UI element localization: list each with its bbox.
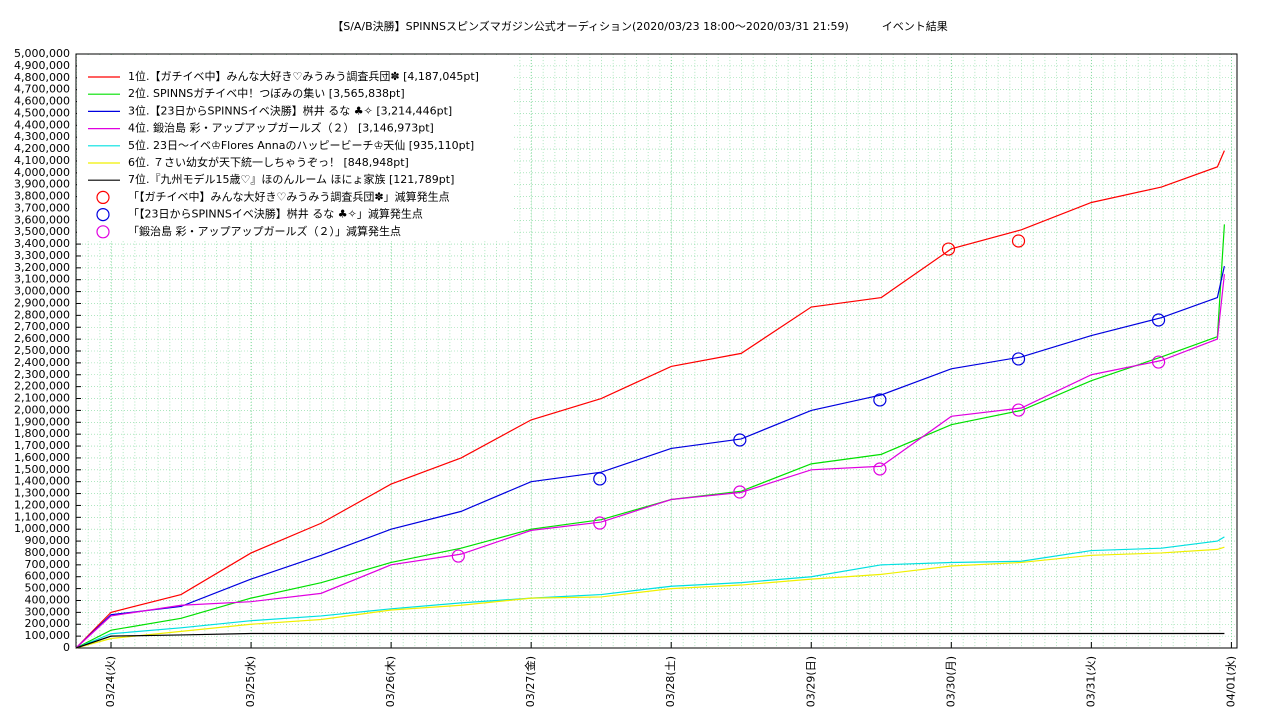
y-tick-label: 5,000,000 [14, 47, 70, 60]
x-tick-label: 03/27(金) [523, 656, 537, 707]
y-tick-label: 2,400,000 [14, 356, 70, 369]
y-tick-label: 2,500,000 [14, 344, 70, 357]
y-tick-label: 100,000 [25, 629, 71, 642]
y-tick-label: 2,800,000 [14, 308, 70, 321]
x-tick-label: 03/28(土) [664, 656, 677, 707]
y-tick-label: 4,300,000 [14, 130, 70, 143]
y-tick-label: 3,700,000 [14, 201, 70, 214]
legend-label: 3位.【23日からSPINNSイベ決勝】桝井 るな ♣✧ [3,214,446p… [128, 103, 452, 117]
y-tick-label: 200,000 [25, 617, 71, 630]
y-tick-label: 1,700,000 [14, 439, 70, 452]
y-tick-label: 3,000,000 [14, 285, 70, 298]
legend-label: 「【ガチイベ中】みんな大好き♡みうみう調査兵団✽」減算発生点 [128, 189, 450, 203]
series-line [75, 536, 1225, 649]
y-tick-label: 2,100,000 [14, 392, 70, 405]
y-tick-label: 1,900,000 [14, 415, 70, 428]
x-tick-label: 04/01(水) [1224, 656, 1237, 707]
drop-point [1011, 403, 1026, 417]
plot-frame [75, 53, 1238, 649]
y-tick-label: 4,900,000 [14, 59, 70, 72]
legend-box [77, 57, 514, 241]
y-tick-label: 3,100,000 [14, 273, 70, 286]
y-tick-label: 900,000 [25, 534, 71, 547]
legend-label: 「鍛治島 彩・アップアップガールズ（２）」減算発生点 [128, 224, 401, 238]
y-tick-label: 2,000,000 [14, 403, 70, 416]
y-tick-label: 1,800,000 [14, 427, 70, 440]
y-tick-label: 1,100,000 [14, 510, 70, 523]
y-tick-label: 4,600,000 [14, 95, 70, 108]
drop-point [1011, 234, 1026, 248]
y-tick-label: 4,100,000 [14, 154, 70, 167]
legend-label: 1位.【ガチイベ中】みんな大好き♡みうみう調査兵団✽ [4,187,045pt] [128, 69, 479, 83]
y-tick-label: 1,000,000 [14, 522, 70, 535]
y-tick-label: 4,500,000 [14, 106, 70, 119]
y-tick-label: 3,800,000 [14, 190, 70, 203]
series-line [75, 150, 1225, 649]
y-tick-label: 2,700,000 [14, 320, 70, 333]
y-tick-label: 600,000 [25, 570, 71, 583]
x-tick-label: 03/29(日) [804, 656, 817, 707]
legend-marker [96, 225, 110, 239]
legend-marker [96, 208, 110, 222]
y-tick-label: 3,500,000 [14, 225, 70, 238]
series-line [75, 546, 1225, 649]
y-tick-label: 300,000 [25, 605, 71, 618]
drop-point [873, 393, 887, 407]
y-tick-label: 700,000 [25, 558, 71, 571]
y-tick-label: 2,300,000 [14, 368, 70, 381]
drop-point [593, 516, 607, 530]
legend-label: 2位. SPINNSガチイベ中！つぼみの集い [3,565,838pt] [128, 86, 405, 100]
y-tick-label: 2,200,000 [14, 380, 70, 393]
drop-point [733, 433, 747, 447]
drop-point [1151, 313, 1166, 327]
legend-marker [96, 190, 110, 204]
y-tick-label: 3,600,000 [14, 213, 70, 226]
y-tick-label: 3,900,000 [14, 178, 70, 191]
y-tick-label: 4,200,000 [14, 142, 70, 155]
x-tick-label: 03/24(火) [104, 656, 117, 707]
legend-label: 6位. ７さい幼女が天下統一しちゃうぞっ！ [848,948pt] [128, 155, 409, 169]
y-tick-label: 4,700,000 [14, 83, 70, 96]
y-tick-label: 400,000 [25, 593, 71, 606]
y-tick-label: 1,400,000 [14, 475, 70, 488]
x-tick-label: 03/25(水) [244, 656, 257, 707]
series-line [75, 274, 1225, 649]
y-tick-label: 1,600,000 [14, 451, 70, 464]
y-tick-label: 2,900,000 [14, 296, 70, 309]
x-tick-label: 03/30(月) [944, 656, 957, 707]
y-tick-label: 1,200,000 [14, 498, 70, 511]
y-tick-label: 4,400,000 [14, 118, 70, 131]
y-tick-label: 1,500,000 [14, 463, 70, 476]
y-tick-label: 1,300,000 [14, 487, 70, 500]
y-tick-label: 3,300,000 [14, 249, 70, 262]
y-tick-label: 3,200,000 [14, 261, 70, 274]
drop-point [873, 462, 887, 476]
legend-label: 7位.『九州モデル15歳♡』ほのんルーム ほにょ家族 [121,789pt] [128, 172, 454, 186]
y-tick-label: 2,600,000 [14, 332, 70, 345]
chart-title: 【S/A/B決勝】SPINNSスピンズマガジン公式オーディション(2020/03… [332, 19, 948, 33]
y-tick-label: 800,000 [25, 546, 71, 559]
legend-label: 「【23日からSPINNSイベ決勝】桝井 るな ♣✧」減算発生点 [128, 207, 423, 221]
x-tick-label: 03/26(木) [384, 656, 397, 707]
drop-point [1011, 352, 1026, 366]
drop-point [941, 242, 956, 256]
y-tick-label: 500,000 [25, 582, 71, 595]
y-tick-label: 4,000,000 [14, 166, 70, 179]
series-line [75, 265, 1225, 649]
drop-point [1151, 355, 1166, 369]
y-tick-label: 4,800,000 [14, 71, 70, 84]
y-tick-label: 3,400,000 [14, 237, 70, 250]
drop-point [733, 485, 747, 499]
y-tick-label: 0 [63, 641, 70, 654]
legend-label: 4位. 鍛治島 彩・アップアップガールズ（２） [3,146,973pt] [128, 121, 434, 135]
series-line [75, 632, 1225, 649]
drop-point [451, 549, 465, 563]
drop-point [593, 472, 607, 486]
x-tick-label: 03/31(火) [1084, 656, 1097, 707]
legend-label: 5位. 23日〜イベ♔Flores Annaのハッピービーチ♔天仙 [935,1… [128, 138, 474, 152]
